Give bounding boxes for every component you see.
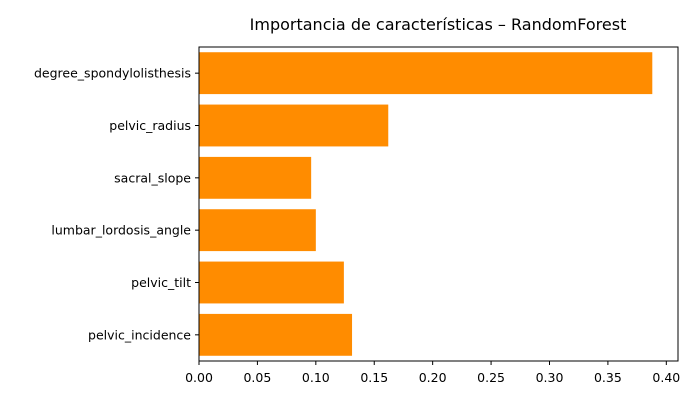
y-tick-label: pelvic_incidence	[88, 327, 191, 342]
x-tick-label: 0.30	[536, 370, 564, 385]
x-tick-label: 0.35	[594, 370, 622, 385]
plot-frame	[198, 46, 679, 362]
bar-degree-spondylolisthesis	[199, 52, 653, 95]
bar-pelvic-tilt	[199, 261, 344, 304]
y-tick-label: pelvic_radius	[109, 118, 191, 133]
bar-sacral-slope	[199, 156, 312, 199]
ticks-layer: pelvic_incidence pelvic_tilt lumbar_lordos…	[34, 66, 680, 385]
x-tick-label: 0.05	[243, 370, 271, 385]
y-tick-label: degree_spondylolisthesis	[34, 66, 191, 81]
x-tick-label: 0.15	[360, 370, 388, 385]
x-tick-label: 0.25	[477, 370, 505, 385]
y-tick-label: sacral_slope	[114, 170, 191, 185]
chart-title: Importancia de características – RandomF…	[250, 15, 627, 34]
axes-layer	[198, 46, 679, 362]
y-tick-label: pelvic_tilt	[131, 275, 191, 290]
x-tick-label: 0.20	[419, 370, 447, 385]
x-tick-label: 0.40	[652, 370, 680, 385]
bar-pelvic-incidence	[199, 313, 353, 356]
x-tick-label: 0.10	[302, 370, 330, 385]
bars-layer	[199, 52, 653, 356]
y-tick-label: lumbar_lordosis_angle	[51, 223, 191, 238]
x-tick-label: 0.00	[185, 370, 213, 385]
bar-lumbar-lordosis-angle	[199, 209, 316, 252]
bar-pelvic-radius	[199, 104, 389, 147]
